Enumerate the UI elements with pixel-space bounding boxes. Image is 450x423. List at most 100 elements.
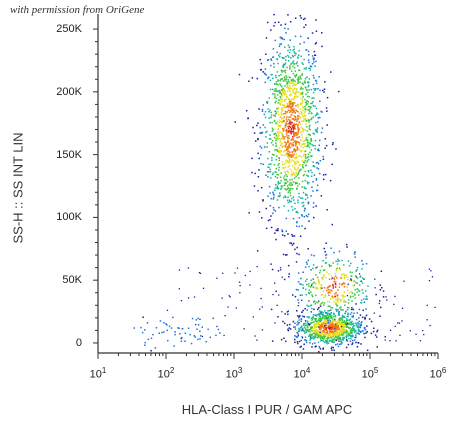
event-point-2306 xyxy=(330,275,332,277)
event-point-2284 xyxy=(344,326,346,328)
event-point-969 xyxy=(299,149,301,151)
event-point-2715 xyxy=(397,322,399,324)
event-point-2278 xyxy=(357,322,359,324)
event-point-2318 xyxy=(339,269,342,271)
event-point-2592 xyxy=(365,308,367,310)
event-point-2478 xyxy=(303,316,305,318)
event-point-532 xyxy=(276,71,279,73)
event-point-1073 xyxy=(317,168,320,170)
event-point-2570 xyxy=(364,318,366,320)
event-point-1982 xyxy=(308,330,310,333)
event-point-7 xyxy=(273,114,275,117)
event-point-507 xyxy=(310,155,312,157)
event-point-931 xyxy=(299,103,302,105)
event-point-1590 xyxy=(300,339,302,342)
event-point-1108 xyxy=(308,54,310,56)
event-point-804 xyxy=(261,131,264,134)
event-point-1626 xyxy=(305,330,307,332)
event-point-432 xyxy=(285,76,288,78)
event-point-2415 xyxy=(351,292,354,294)
event-point-1740 xyxy=(294,322,296,324)
event-point-420 xyxy=(289,123,291,125)
event-point-906 xyxy=(275,171,277,173)
event-point-260 xyxy=(304,17,306,20)
event-point-2493 xyxy=(295,261,298,263)
event-point-2728 xyxy=(335,323,337,325)
event-point-252 xyxy=(284,196,287,198)
event-point-863 xyxy=(276,51,278,54)
event-point-1192 xyxy=(274,21,276,24)
event-point-1640 xyxy=(332,315,335,318)
event-point-199 xyxy=(289,21,292,23)
event-point-1243 xyxy=(302,164,304,166)
event-point-2535 xyxy=(345,339,348,341)
event-point-747 xyxy=(289,161,291,163)
event-point-219 xyxy=(288,165,291,167)
event-point-2491 xyxy=(342,309,344,311)
event-point-1619 xyxy=(351,343,353,346)
event-point-1147 xyxy=(284,110,287,113)
event-point-992 xyxy=(295,153,298,156)
event-point-2209 xyxy=(313,335,315,337)
event-point-2436 xyxy=(338,286,341,288)
event-point-3 xyxy=(294,123,296,126)
event-point-502 xyxy=(280,93,282,95)
event-point-884 xyxy=(324,173,327,176)
event-point-269 xyxy=(290,187,292,190)
event-point-910 xyxy=(286,130,288,133)
event-point-151 xyxy=(275,90,278,92)
event-point-283 xyxy=(278,150,281,152)
event-point-786 xyxy=(289,189,291,192)
event-point-1241 xyxy=(278,135,280,137)
event-point-556 xyxy=(267,59,269,62)
event-point-594 xyxy=(270,74,272,76)
event-point-948 xyxy=(267,219,270,222)
event-point-1303 xyxy=(292,145,294,147)
event-point-1226 xyxy=(297,91,300,93)
event-point-892 xyxy=(298,112,301,115)
event-point-1842 xyxy=(313,330,315,332)
event-point-1289 xyxy=(289,99,292,101)
event-point-2175 xyxy=(341,324,343,326)
event-point-28 xyxy=(272,193,275,195)
event-point-2395 xyxy=(332,262,334,264)
event-point-2533 xyxy=(360,301,362,304)
event-point-191 xyxy=(288,152,290,155)
event-point-1770 xyxy=(307,324,309,326)
event-point-881 xyxy=(284,166,287,169)
event-point-2485 xyxy=(350,295,352,298)
event-point-2782 xyxy=(297,334,299,336)
event-point-1954 xyxy=(361,321,363,323)
event-point-2443 xyxy=(354,294,356,296)
event-point-1336 xyxy=(285,124,287,126)
event-point-2552 xyxy=(347,299,350,301)
event-point-2210 xyxy=(321,313,323,315)
event-point-1174 xyxy=(291,197,293,200)
event-point-1344 xyxy=(290,133,293,135)
event-point-74 xyxy=(289,151,291,153)
event-point-24 xyxy=(266,101,268,103)
event-point-2074 xyxy=(311,337,313,340)
event-point-1084 xyxy=(316,167,318,169)
event-point-1351 xyxy=(272,172,275,174)
event-point-2510 xyxy=(306,263,308,265)
event-point-580 xyxy=(293,51,296,53)
event-point-2350 xyxy=(304,266,307,268)
event-point-1198 xyxy=(268,138,271,140)
event-point-447 xyxy=(289,116,292,118)
event-point-2505 xyxy=(349,279,351,282)
event-point-1312 xyxy=(294,125,296,127)
event-point-462 xyxy=(248,80,250,82)
event-point-2673 xyxy=(174,331,176,333)
event-point-1798 xyxy=(305,341,308,344)
event-point-2331 xyxy=(337,301,339,304)
event-point-2043 xyxy=(337,309,339,311)
event-point-451 xyxy=(277,102,279,104)
event-point-2693 xyxy=(201,326,203,328)
event-point-2357 xyxy=(336,299,338,301)
event-point-180 xyxy=(270,177,272,179)
event-point-1919 xyxy=(321,324,323,326)
event-point-298 xyxy=(304,198,307,201)
event-point-2186 xyxy=(312,316,314,319)
event-point-156 xyxy=(295,95,297,97)
